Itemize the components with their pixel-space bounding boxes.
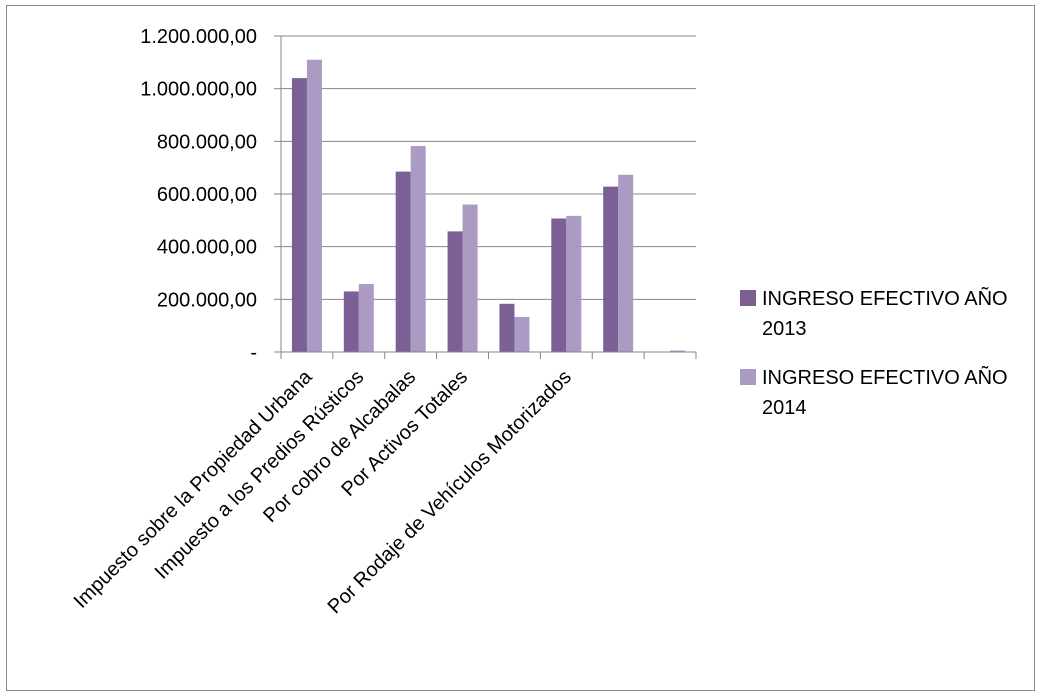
y-tick-label: 200.000,00 bbox=[157, 289, 257, 311]
x-category-label: Impuesto sobre la Propiedad Urbana bbox=[70, 365, 317, 612]
legend-label: 2014 bbox=[762, 397, 807, 419]
bar-series-1 bbox=[499, 303, 515, 352]
x-category-labels: Impuesto sobre la Propiedad UrbanaImpues… bbox=[70, 365, 576, 618]
y-tick-label: 800.000,00 bbox=[157, 131, 257, 153]
gridlines bbox=[281, 35, 696, 300]
y-tick-labels: - 200.000,00 400.000,00 600.000,00 800.000,0… bbox=[140, 26, 257, 364]
legend-label: INGRESO EFECTIVO AÑO bbox=[762, 365, 1008, 389]
bar-series-1 bbox=[551, 218, 567, 352]
bar-series-1 bbox=[395, 171, 411, 352]
bar-series-2 bbox=[462, 204, 478, 352]
y-tick-label: 1.200.000,00 bbox=[140, 26, 257, 48]
bar-series-1 bbox=[291, 78, 307, 352]
y-tick-label: 400.000,00 bbox=[157, 237, 257, 259]
legend-swatch bbox=[740, 290, 756, 306]
bar-series-2 bbox=[358, 284, 374, 352]
y-tick-label: 1.000.000,00 bbox=[140, 79, 257, 101]
y-tick-label: 600.000,00 bbox=[157, 184, 257, 206]
legend-label: 2013 bbox=[762, 318, 807, 340]
legend: INGRESO EFECTIVO AÑO 2013 INGRESO EFECTIVO… bbox=[740, 286, 1008, 419]
axes bbox=[274, 35, 697, 359]
bar-series-2 bbox=[618, 174, 634, 352]
bar-series-1 bbox=[343, 291, 359, 352]
bar-series-1 bbox=[603, 186, 619, 352]
bar-series-1 bbox=[447, 231, 463, 352]
y-tick-label: - bbox=[250, 342, 257, 364]
bars bbox=[291, 59, 686, 352]
legend-swatch bbox=[740, 369, 756, 385]
bar-series-2 bbox=[410, 146, 426, 352]
bar-series-2 bbox=[670, 350, 686, 352]
bar-series-2 bbox=[514, 316, 530, 352]
legend-label: INGRESO EFECTIVO AÑO bbox=[762, 286, 1008, 310]
bar-series-2 bbox=[566, 215, 582, 352]
x-category-label: Impuesto a los Predios Rústicos bbox=[151, 366, 369, 584]
bar-series-2 bbox=[306, 59, 322, 352]
